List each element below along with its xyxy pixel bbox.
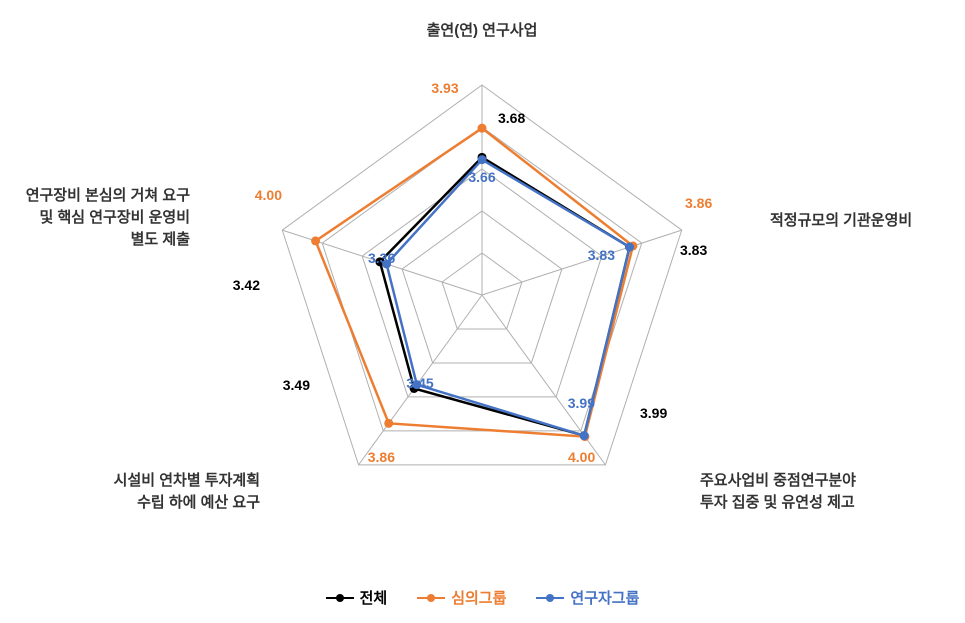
axis-label-group: 시설비 연차별 투자계획수립 하에 예산 요구 — [114, 471, 261, 511]
series-marker — [478, 155, 487, 164]
series-marker — [384, 419, 393, 428]
axis-label: 적정규모의 기관운영비 — [770, 211, 912, 229]
axis-label: 투자 집중 및 유연성 제고 — [700, 493, 855, 511]
legend-swatch-researcher — [536, 597, 564, 599]
axis-label: 연구장비 본심의 거쳐 요구 — [26, 186, 191, 204]
value-label: 4.00 — [255, 187, 282, 203]
axis-label-group: 주요사업비 중점연구분야투자 집중 및 유연성 제고 — [700, 471, 856, 511]
value-label: 3.42 — [233, 277, 260, 293]
series-marker — [625, 243, 634, 252]
axis-label: 수립 하에 예산 요구 — [137, 494, 260, 511]
value-label: 4.00 — [568, 449, 595, 465]
legend-label: 전체 — [360, 587, 388, 608]
axis-label: 및 핵심 연구장비 운영비 — [39, 208, 190, 226]
value-label: 3.86 — [368, 449, 395, 465]
value-label: 3.93 — [431, 80, 458, 96]
axis-label: 주요사업비 중점연구분야 — [700, 471, 856, 489]
grid-spoke — [482, 230, 682, 295]
value-label: 3.83 — [588, 247, 615, 263]
axis-label: 출연(연) 연구사업 — [427, 22, 538, 39]
series-marker — [580, 431, 589, 440]
legend-swatch-total — [326, 597, 354, 599]
value-label: 3.99 — [640, 405, 667, 421]
axis-label-group: 출연(연) 연구사업 — [427, 22, 538, 39]
series-line — [380, 157, 630, 435]
axis-label: 별도 제출 — [131, 230, 191, 248]
value-label: 3.66 — [468, 169, 495, 185]
value-label: 3.45 — [406, 375, 433, 391]
axis-label-group: 연구장비 본심의 거쳐 요구및 핵심 연구장비 운영비별도 제출 — [26, 186, 191, 248]
series-marker — [311, 236, 320, 245]
legend-label: 심의그룹 — [451, 587, 506, 608]
value-label: 3.36 — [368, 250, 395, 266]
value-label: 3.83 — [680, 242, 707, 258]
legend-label: 연구자그룹 — [570, 587, 639, 608]
legend: 전체 심의그룹 연구자그룹 — [0, 587, 965, 608]
axis-label: 시설비 연차별 투자계획 — [114, 471, 260, 489]
series-marker — [478, 124, 487, 133]
value-label: 3.68 — [498, 110, 525, 126]
axis-label-group: 적정규모의 기관운영비 — [770, 211, 912, 229]
legend-swatch-review — [417, 597, 445, 599]
value-label: 3.49 — [283, 377, 310, 393]
legend-item-review: 심의그룹 — [417, 587, 506, 608]
value-label: 3.99 — [568, 395, 595, 411]
radar-chart: 출연(연) 연구사업적정규모의 기관운영비주요사업비 중점연구분야투자 집중 및… — [0, 0, 965, 580]
value-label: 3.86 — [685, 195, 712, 211]
legend-item-researcher: 연구자그룹 — [536, 587, 639, 608]
legend-item-total: 전체 — [326, 587, 388, 608]
